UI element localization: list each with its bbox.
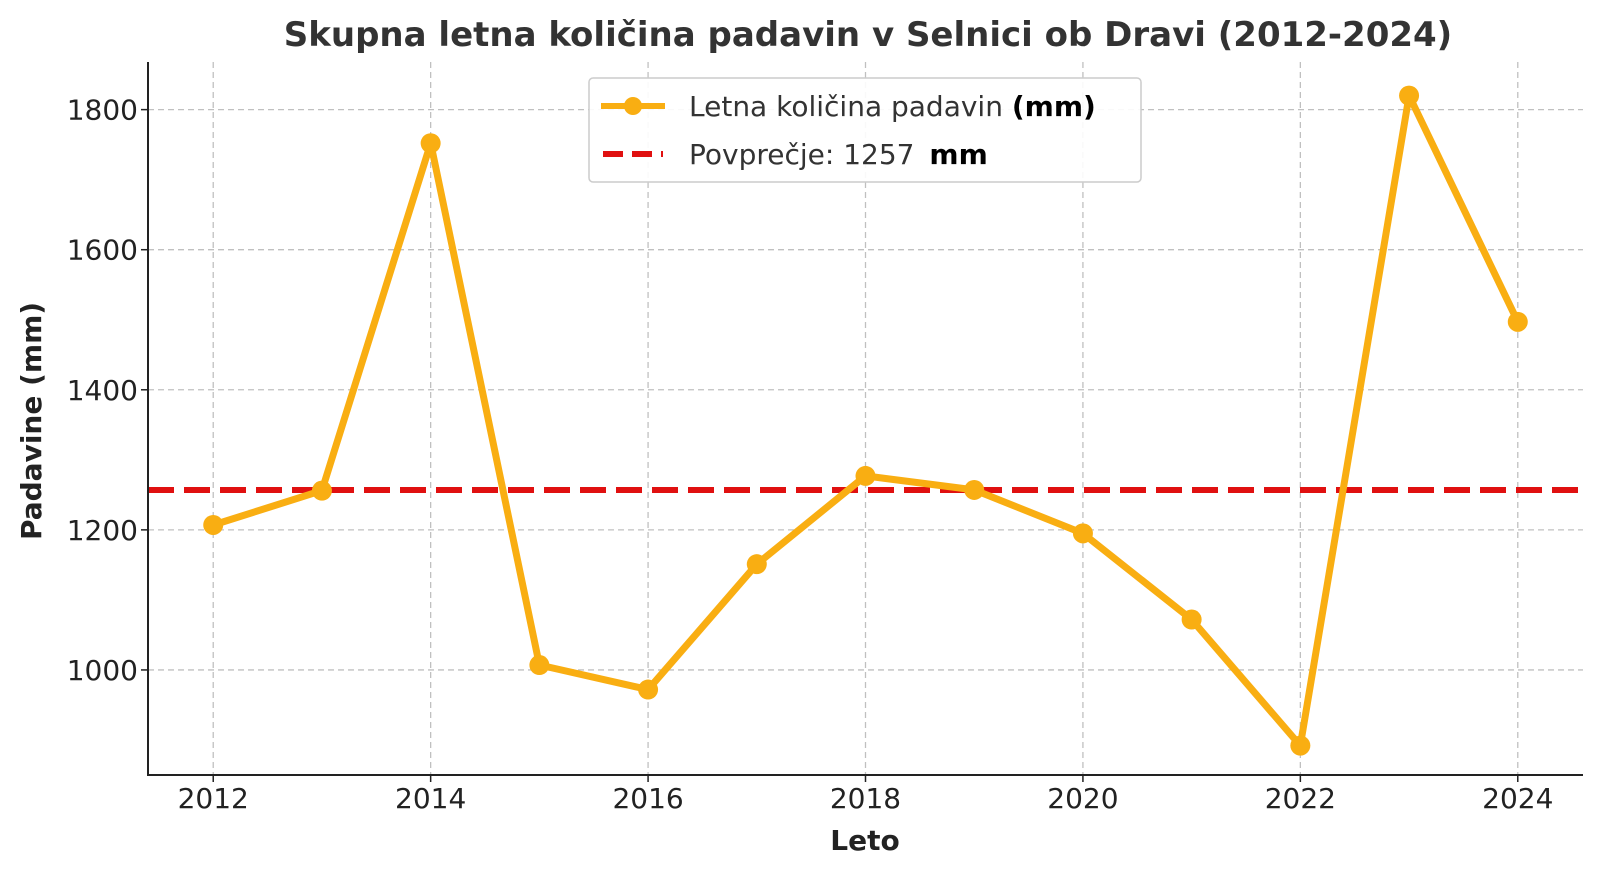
y-tick-label: 1000	[67, 654, 138, 687]
data-point	[855, 465, 876, 486]
data-point	[1072, 523, 1093, 544]
data-point	[638, 679, 659, 700]
x-tick-label: 2014	[395, 782, 466, 815]
x-tick-label: 2020	[1047, 782, 1118, 815]
x-tick-label: 2018	[830, 782, 901, 815]
x-tick-label: 2016	[612, 782, 683, 815]
data-point	[1399, 85, 1420, 106]
svg-text:Letna količina padavin (: Letna količina padavin (mm)	[689, 90, 1096, 123]
series-layer	[203, 85, 1528, 756]
legend-average-unit: mm	[929, 138, 987, 171]
legend-box	[588, 77, 1142, 183]
x-axis-ticks: 2012 2014 2016 2018 2020 2022 2024	[178, 775, 1553, 815]
data-point	[964, 479, 985, 500]
data-point	[311, 480, 332, 501]
y-tick-label: 1400	[67, 374, 138, 407]
legend-average-label: Povprečje: 1257	[689, 138, 914, 171]
chart-title: Skupna letna količina padavin v Selnici …	[284, 15, 1452, 55]
data-point	[1290, 735, 1311, 756]
y-tick-label: 1800	[67, 94, 138, 127]
x-tick-label: 2012	[178, 782, 249, 815]
data-point	[1181, 609, 1202, 630]
legend-series-unit: (mm)	[1012, 90, 1096, 123]
data-point	[529, 655, 550, 676]
svg-text:Povprečje: 1257 mm: Povprečje: 1257 mm	[689, 138, 988, 171]
data-point	[1507, 311, 1528, 332]
legend: Letna količina padavin (mm) Povprečje: 1…	[588, 77, 1142, 183]
y-tick-label: 1600	[67, 234, 138, 267]
legend-series-label: Letna količina padavin	[689, 90, 1003, 123]
data-point	[420, 133, 441, 154]
x-tick-label: 2024	[1482, 782, 1553, 815]
y-axis-ticks: 1000 1200 1400 1600 1800	[67, 94, 148, 687]
data-point	[203, 514, 224, 535]
data-point	[746, 554, 767, 575]
x-tick-label: 2022	[1265, 782, 1336, 815]
y-tick-label: 1200	[67, 514, 138, 547]
grid	[148, 62, 1583, 775]
legend-series-swatch-marker	[624, 97, 642, 115]
y-axis-label: Padavine (mm)	[15, 302, 48, 540]
x-axis-label: Leto	[830, 824, 899, 857]
